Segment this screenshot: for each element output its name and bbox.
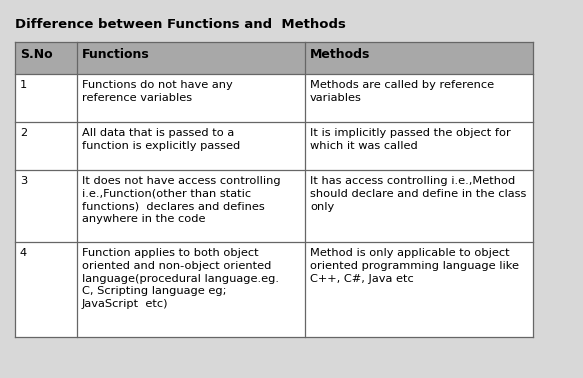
Bar — [305, 170, 533, 242]
Bar — [77, 170, 305, 242]
Text: Method is only applicable to object
oriented programming language like
C++, C#, : Method is only applicable to object orie… — [310, 248, 519, 284]
Bar — [305, 122, 533, 170]
Text: It is implicitly passed the object for
which it was called: It is implicitly passed the object for w… — [310, 128, 511, 151]
Bar — [15, 170, 77, 242]
Text: Methods: Methods — [310, 48, 370, 61]
Text: 1: 1 — [20, 80, 27, 90]
Text: Methods are called by reference
variables: Methods are called by reference variable… — [310, 80, 494, 103]
Bar — [15, 74, 77, 122]
Bar — [305, 42, 533, 74]
Text: 4: 4 — [20, 248, 27, 258]
Bar — [77, 42, 305, 74]
Text: Function applies to both object
oriented and non-object oriented
language(proced: Function applies to both object oriented… — [82, 248, 279, 309]
Bar — [305, 242, 533, 337]
Bar — [77, 74, 305, 122]
Bar — [77, 122, 305, 170]
Text: S.No: S.No — [20, 48, 52, 61]
Bar — [77, 242, 305, 337]
Text: It has access controlling i.e.,Method
should declare and define in the class
onl: It has access controlling i.e.,Method sh… — [310, 176, 526, 212]
Text: 3: 3 — [20, 176, 27, 186]
Text: Functions: Functions — [82, 48, 150, 61]
Text: Difference between Functions and  Methods: Difference between Functions and Methods — [15, 18, 346, 31]
Bar — [15, 42, 77, 74]
Bar — [305, 74, 533, 122]
Text: Functions do not have any
reference variables: Functions do not have any reference vari… — [82, 80, 233, 103]
Text: It does not have access controlling
i.e.,Function(other than static
functions)  : It does not have access controlling i.e.… — [82, 176, 280, 225]
Bar — [15, 242, 77, 337]
Bar — [15, 122, 77, 170]
Text: 2: 2 — [20, 128, 27, 138]
Text: All data that is passed to a
function is explicitly passed: All data that is passed to a function is… — [82, 128, 240, 151]
